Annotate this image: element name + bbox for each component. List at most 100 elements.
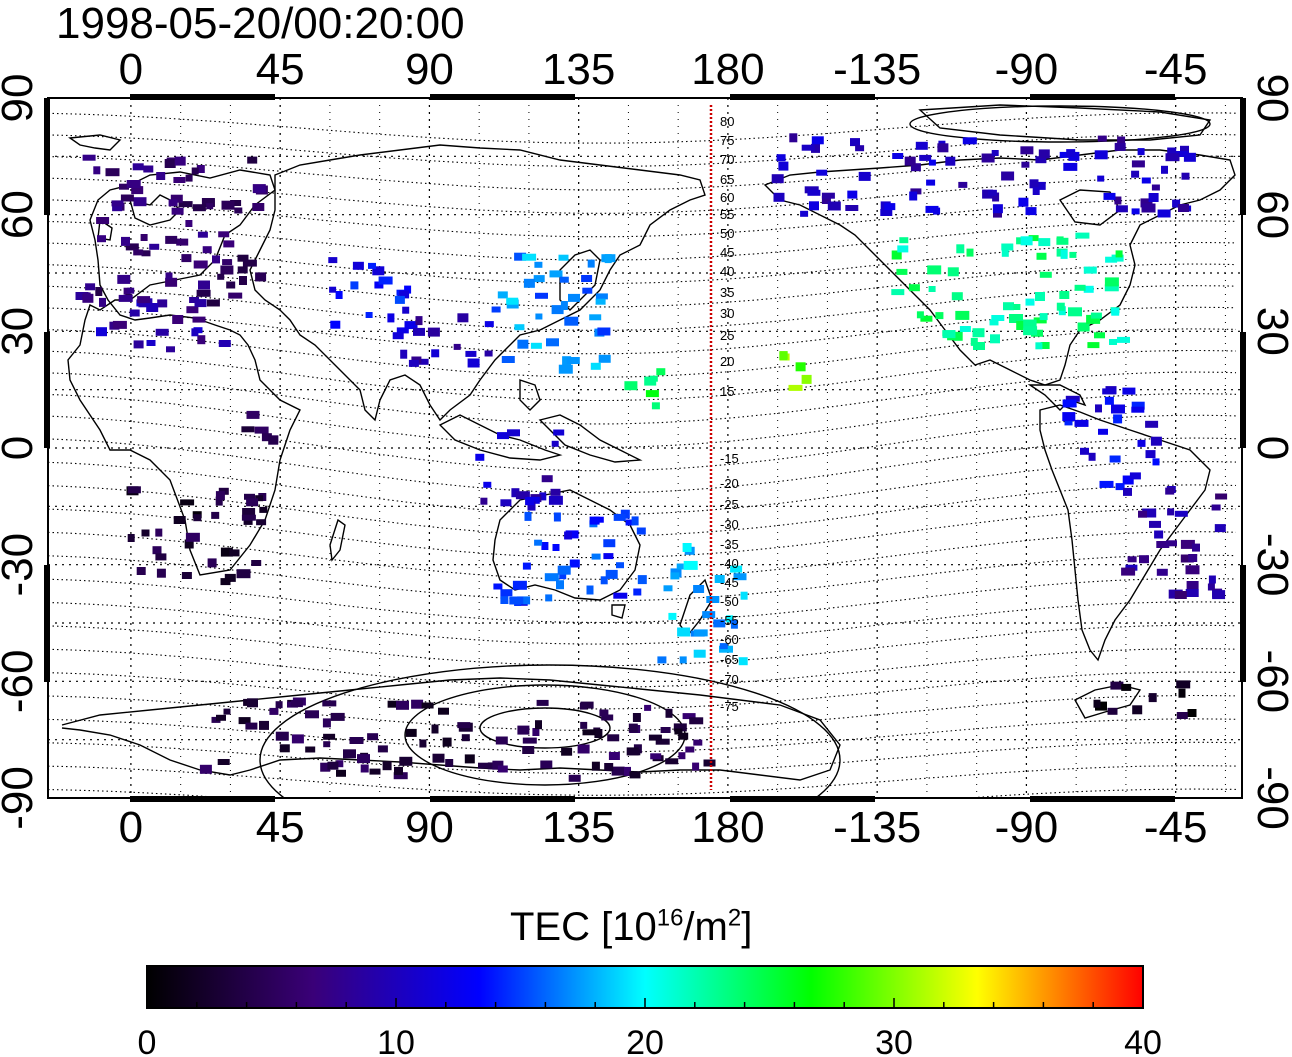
tec-cell [111,200,124,207]
tec-cell [778,161,789,171]
south-pole-contour-inner [479,707,611,749]
tec-cell [1141,203,1156,213]
tec-cell [546,338,559,347]
mlat-label: -25 [720,497,739,512]
tec-cell [432,753,445,763]
tec-cell [328,257,338,264]
tec-cell [779,351,788,361]
tec-cell [962,137,977,145]
tec-cell [726,615,734,623]
tec-cell [146,340,156,346]
tec-cell [1059,291,1070,299]
tec-cell [897,245,909,253]
tec-cell [534,539,543,546]
tec-cell [1063,162,1078,171]
tec-cell [146,303,159,312]
tec-cell [1187,709,1197,717]
top-lon-tick-label: 45 [256,45,305,94]
mlat-label: 45 [720,245,734,260]
tec-cell [399,756,413,766]
tec-cell [891,289,905,296]
tec-cell [404,285,412,294]
tec-cell [624,766,631,776]
tec-cell [990,334,1000,344]
tec-cell [600,576,608,585]
tec-cell [1156,541,1170,548]
tec-cell [1137,148,1145,156]
tec-cell [827,201,841,211]
tec-cell [1121,567,1136,576]
tec-cell [1097,175,1105,182]
tec-cell [1166,540,1177,547]
tec-cell [254,426,269,434]
tec-cell [591,553,601,560]
tec-cell [733,573,747,581]
tec-cell [580,721,588,729]
tec-cell [85,283,96,291]
tec-cell [457,722,471,729]
tec-cell [670,572,680,580]
tec-cell [925,205,939,213]
tec-cell [196,289,211,297]
south-pole-contour-outer [259,664,841,798]
tec-cell [773,192,785,202]
tec-cell [464,754,475,764]
tec-cell [553,429,565,436]
tec-cell [1131,208,1140,215]
tec-cell [330,320,341,329]
tec-cell [1113,414,1123,424]
tec-cell [261,433,272,442]
tec-cell [467,358,480,368]
tec-cell [524,511,532,521]
right-lat-tick-label: -90 [1248,766,1292,830]
tec-cell [559,571,567,580]
tec-cell [96,217,110,224]
tec-cell [937,143,949,153]
tec-cell [1029,179,1039,189]
magnetic-latitude-labels: 80 75 70 65 60 55 50 45 40 35 30 25 20 15 -15 -20 -25 -30… [720,114,739,714]
tec-cell [858,171,871,181]
tec-cell [850,138,860,147]
frame-bar-right [1240,332,1246,448]
tec-cell [143,165,154,173]
tec-cell [141,529,150,537]
tec-cell [495,736,508,745]
tec-cell [305,710,319,719]
mlat-contour [48,460,1237,516]
tec-cell [972,328,985,338]
frame-bar-bottom [130,796,275,802]
mlat-contour [48,133,1237,168]
tec-cell [1138,510,1147,518]
tec-cell [223,708,231,715]
tec-cell [408,359,419,367]
tec-cell [632,713,641,722]
tec-cell [419,739,427,748]
tec-cell [336,760,344,768]
tec-cell [95,287,103,296]
tec-cell [1114,196,1122,205]
tec-cell [157,299,168,308]
tec-cell [1001,243,1014,251]
tec-cell [603,539,616,548]
tec-cell [845,205,859,211]
tec-cell [1207,583,1215,591]
tec-cell [1035,156,1047,164]
tec-cell [497,291,508,299]
tec-cell [242,259,257,267]
tec-cell [683,560,698,570]
tec-cell [1180,539,1195,549]
tec-cell [1095,404,1102,413]
right-lat-tick-label: 0 [1248,436,1292,460]
tec-cell [801,374,812,384]
mlat-label: 25 [720,328,734,343]
tec-cell [981,153,995,163]
tec-cell [560,301,568,310]
tec-cell [1183,152,1196,162]
tec-cell [517,339,529,349]
bottom-lon-tick-label: -135 [833,803,921,852]
tec-cell [689,717,704,725]
tec-cell [568,293,580,302]
tec-cell [1211,504,1221,511]
tec-cell [279,744,290,753]
tec-cell [927,265,942,275]
